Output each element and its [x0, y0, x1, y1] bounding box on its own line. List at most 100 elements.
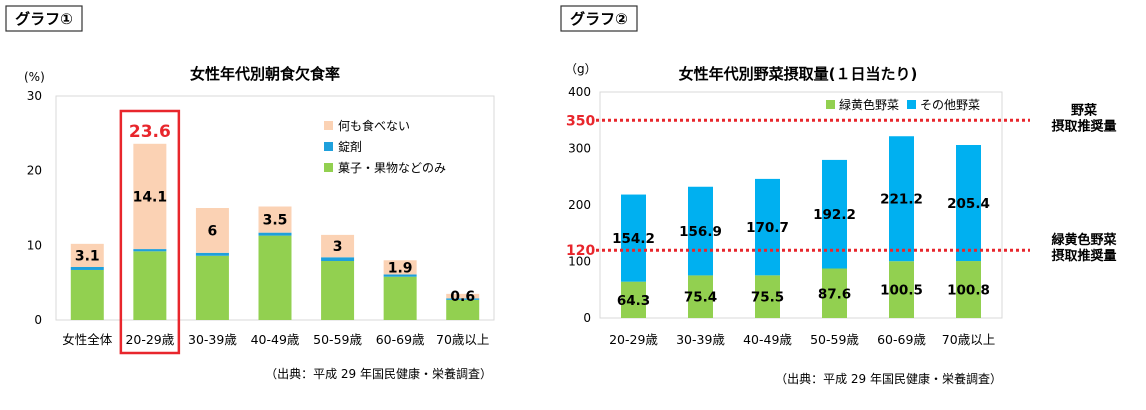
chart2-y-tick-0: 0	[583, 311, 591, 325]
chart1-bar-s1-c3	[258, 232, 292, 236]
chart2-bar-s0-c5	[956, 261, 981, 318]
chart2-x-tick-5: 70歳以上	[942, 332, 995, 347]
chart1-source: （出典：平成 29 年国民健康・栄養調査）	[265, 366, 492, 381]
chart1-bar-s1-c2	[195, 252, 229, 256]
chart1-y-axis: 0 10 20 30	[27, 89, 42, 327]
chart1-unit: (%)	[24, 70, 45, 84]
chart2-x-tick-3: 50-59歳	[810, 332, 859, 347]
chart2-label-box	[560, 5, 638, 32]
chart2-value-label-s0-c5: 100.8	[947, 283, 990, 299]
chart1-x-tick-2: 30-39歳	[188, 332, 237, 347]
chart2-ref-note-1-1: 摂取推奨量	[1051, 248, 1116, 264]
chart2-bar-s0-c1	[688, 275, 713, 318]
chart2-y-tick-1: 100	[568, 255, 591, 269]
chart1-y-tick-0: 0	[34, 313, 42, 327]
chart2-value-label-s0-c3: 87.6	[818, 286, 851, 302]
chart1-value-label-5: 1.9	[388, 260, 413, 276]
chart1-legend-label-pills: 錠剤	[338, 139, 362, 154]
chart1-x-tick-4: 50-59歳	[313, 332, 362, 347]
chart2-x-tick-4: 60-69歳	[877, 332, 926, 347]
chart1-x-tick-1: 20-29歳	[125, 332, 174, 347]
chart1-legend-swatch-snacks	[324, 163, 333, 172]
chart2-value-label-s1-c1: 156.9	[679, 224, 722, 240]
chart2: グラフ② 女性年代別野菜摂取量(１日当たり) （g） 0 100 200 300 400…	[560, 5, 1117, 386]
chart2-value-label-s1-c4: 221.2	[880, 192, 923, 208]
chart1-x-axis: 女性全体 20-29歳 30-39歳 40-49歳 50-59歳 60-69歳 70歳以上	[62, 332, 489, 347]
chart1-y-tick-2: 20	[27, 164, 42, 178]
chart2-legend-swatch-greenyellow	[826, 100, 835, 109]
chart2-ref-note-0-0: 野菜	[1071, 102, 1097, 118]
chart1-y-tick-3: 30	[27, 89, 42, 103]
chart2-bar-s1-c0	[621, 194, 646, 282]
chart1-bar-s1-c0	[70, 266, 104, 270]
chart1-bar-s1-c4	[321, 257, 355, 262]
chart2-x-tick-2: 40-49歳	[743, 332, 792, 347]
chart2-legend-swatch-other	[907, 100, 916, 109]
chart1-bar-s0-c4	[321, 261, 355, 320]
chart2-ref-note-0-1: 摂取推奨量	[1051, 118, 1116, 134]
chart2-x-axis: 20-29歳 30-39歳 40-49歳 50-59歳 60-69歳 70歳以上	[609, 332, 995, 347]
chart2-value-label-s0-c4: 100.5	[880, 283, 923, 299]
chart2-ref-value-0: 350	[566, 113, 595, 129]
chart2-value-label-s1-c3: 192.2	[813, 207, 856, 223]
chart1-bar-s0-c2	[195, 255, 229, 320]
chart2-value-label-s1-c2: 170.7	[746, 220, 789, 236]
chart2-source: （出典：平成 29 年国民健康・栄養調査）	[775, 371, 1002, 386]
chart1-bar-s2-c5	[383, 260, 417, 275]
chart1-value-label-1: 14.1	[133, 189, 168, 205]
chart2-ref-value-1: 120	[566, 243, 595, 259]
chart1-bar-s2-c2	[195, 208, 229, 253]
chart1-highlight-box	[119, 109, 181, 355]
chart1-highlight-total: 23.6	[129, 122, 171, 142]
chart1-x-tick-0: 女性全体	[62, 332, 113, 347]
chart1-x-tick-5: 60-69歳	[376, 332, 425, 347]
chart1-legend-swatch-pills	[324, 142, 333, 151]
chart2-plot-frame	[599, 91, 1003, 319]
chart1-legend-label-snacks: 菓子・果物などのみ	[338, 161, 446, 175]
chart1-bar-s2-c1	[133, 143, 167, 250]
chart2-title: 女性年代別野菜摂取量(１日当たり)	[679, 65, 918, 83]
chart1-bar-s0-c5	[383, 276, 417, 320]
chart2-bar-s0-c2	[755, 275, 780, 318]
chart1-bar-s1-c6	[446, 298, 480, 300]
chart1-value-label-3: 3.5	[263, 213, 288, 229]
chart2-label: グラフ②	[570, 10, 628, 28]
chart2-y-axis: 0 100 200 300 400	[568, 85, 591, 325]
chart2-value-label-s1-c0: 154.2	[612, 231, 655, 247]
chart1-bars	[70, 143, 480, 320]
chart2-legend-label-greenyellow: 緑黄色野菜	[839, 97, 899, 112]
chart2-unit: （g）	[565, 62, 597, 76]
chart1-legend: 何も食べない 錠剤 菓子・果物などのみ	[324, 118, 446, 175]
chart1-title: 女性年代別朝食欠食率	[190, 65, 340, 83]
chart2-x-tick-1: 30-39歳	[676, 332, 725, 347]
chart1-x-tick-6: 70歳以上	[436, 332, 489, 347]
chart1-bar-s2-c3	[258, 206, 292, 233]
chart2-y-tick-4: 400	[568, 85, 591, 99]
chart1-bar-s1-c5	[383, 274, 417, 277]
chart2-bar-s0-c0	[621, 281, 646, 318]
chart2-legend-label-other: その他野菜	[920, 98, 980, 112]
chart1-value-label-6: 0.6	[450, 289, 475, 305]
chart2-x-tick-0: 20-29歳	[609, 332, 658, 347]
chart1-data-labels: 3.1 14.1 6 3.5 3 1.9 0.6	[75, 189, 475, 305]
chart2-value-label-s0-c0: 64.3	[617, 293, 650, 309]
chart1-legend-swatch-none	[324, 121, 333, 130]
chart2-bar-s1-c5	[956, 144, 981, 262]
chart2-bars	[621, 136, 981, 318]
chart1-x-tick-3: 40-49歳	[251, 332, 300, 347]
chart1-value-label-0: 3.1	[75, 248, 100, 264]
chart1-bar-s0-c6	[446, 299, 480, 320]
chart1-bar-s0-c1	[133, 251, 167, 320]
chart2-data-labels: 64.3 154.2 75.4 156.9 75.5 170.7 87.6 192.2 100.…	[612, 192, 990, 309]
chart1-bar-s2-c6	[446, 293, 480, 299]
chart1-value-label-4: 3	[333, 239, 343, 255]
chart1-label: グラフ①	[15, 10, 73, 28]
chart1-bar-s0-c0	[70, 269, 104, 320]
chart2-y-tick-3: 300	[568, 142, 591, 156]
chart2-value-label-s0-c2: 75.5	[751, 290, 784, 306]
chart2-bar-s0-c3	[822, 268, 847, 318]
chart2-y-tick-2: 200	[568, 198, 591, 212]
